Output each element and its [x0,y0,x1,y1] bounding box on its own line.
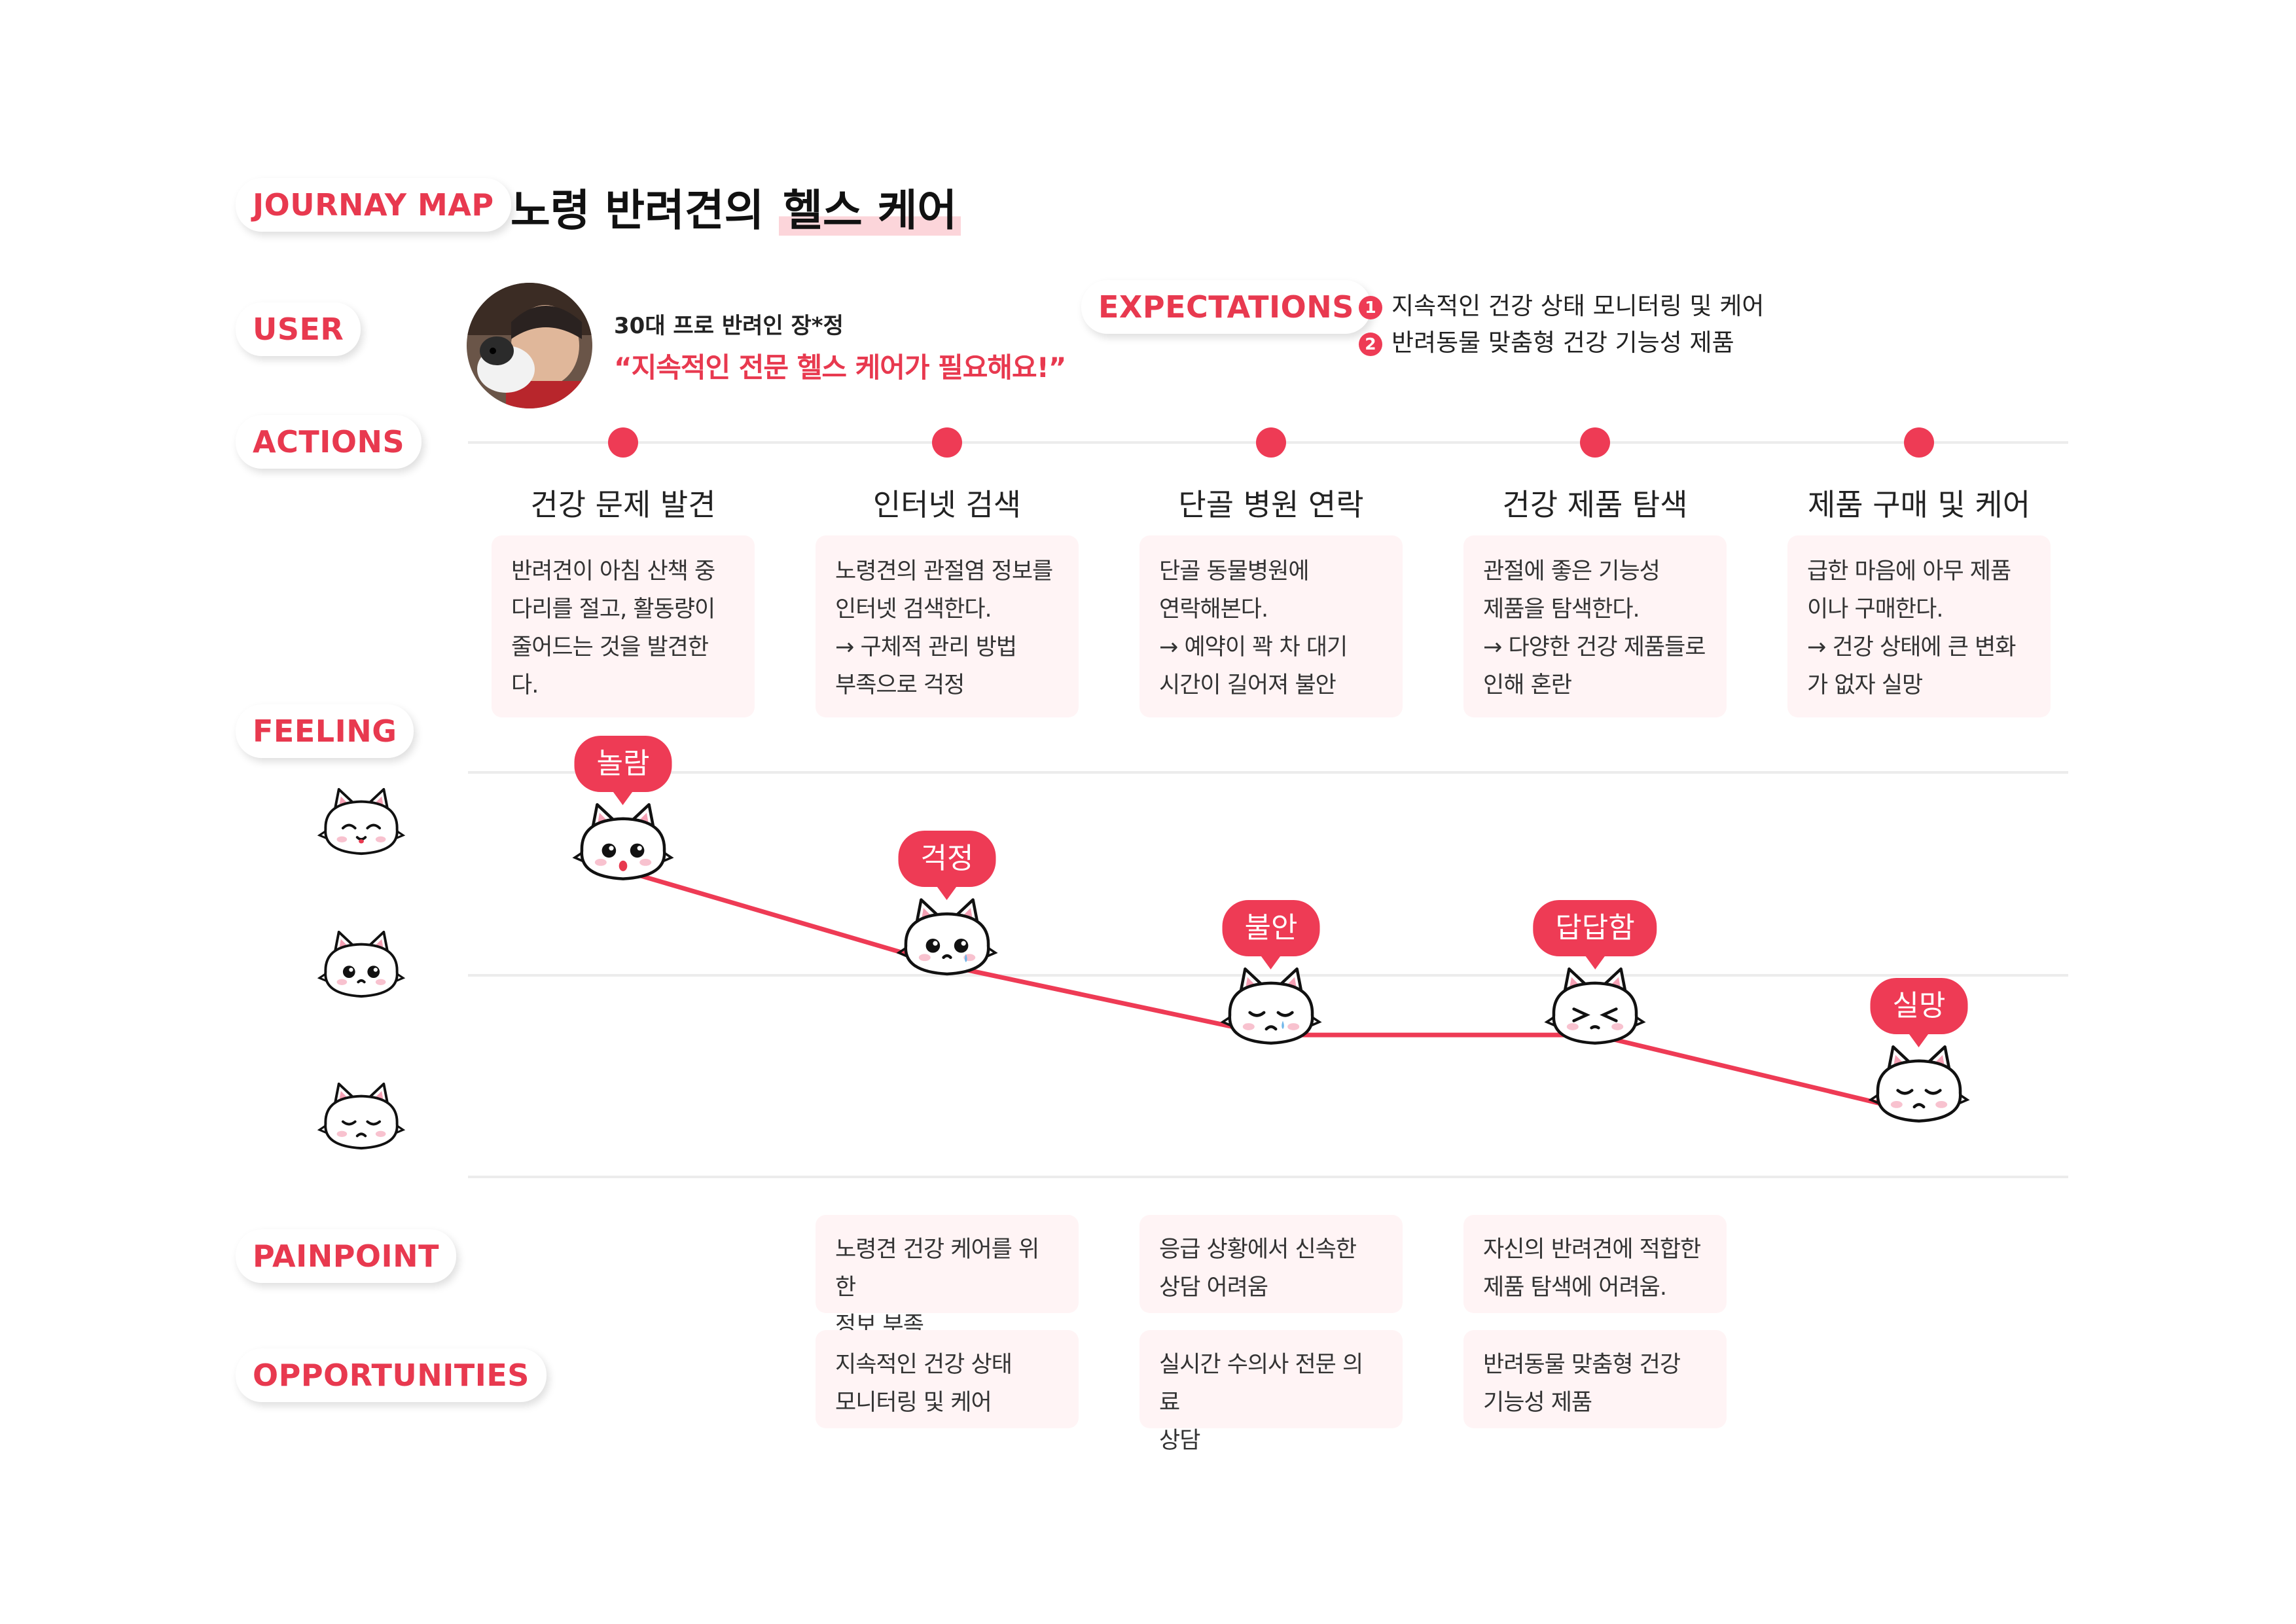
action-dot [1904,427,1934,458]
frustrated-cat-icon [1544,967,1646,1045]
page-title: 노령 반려견의 헬스 케어 [511,175,961,238]
expectation-item: 2 반려동물 맞춤형 건강 기능성 제품 [1359,325,1764,361]
feeling-bubble: 놀람 [574,736,672,805]
action-title: 인터넷 검색 [872,487,1022,522]
painpoint-card: 응급 상황에서 신속한 상담 어려움 [1139,1215,1403,1313]
action-title: 제품 구매 및 케어 [1807,487,2031,522]
action-dot [1256,427,1286,458]
feeling-bubble: 불안 [1222,900,1320,970]
expectations-tag: EXPECTATIONS [1081,280,1371,334]
title-prefix: 노령 반려견의 [511,185,764,236]
feeling-grid-top [468,771,2068,774]
action-card: 반려견이 아침 산책 중 다리를 절고, 활동량이 줄어드는 것을 발견한다. [492,535,755,717]
expectations-list: 1 지속적인 건강 상태 모니터링 및 케어 2 반려동물 맞춤형 건강 기능성 제… [1359,288,1764,361]
user-name: 30대 프로 반려인 장*정 [614,313,844,339]
feeling-bubble: 답답함 [1533,900,1657,970]
legend-happy-cat-icon [317,787,406,856]
anxious-cat-icon [1220,967,1322,1045]
journey-map-tag: JOURNAY MAP [236,178,511,232]
opportunity-card: 실시간 수의사 전문 의료 상담 [1139,1330,1403,1454]
user-avatar [467,283,592,408]
action-card: 관절에 좋은 기능성 제품을 탐색한다. → 다양한 건강 제품들로 인해 혼란 [1463,535,1727,717]
opportunity-card: 반려동물 맞춤형 건강 기능성 제품 [1463,1330,1727,1428]
action-card: 단골 동물병원에 연락해본다. → 예약이 꽉 차 대기 시간이 길어져 불안 [1139,535,1403,717]
action-title: 건강 문제 발견 [530,487,716,522]
user-quote: “지속적인 전문 헬스 케어가 필요해요!” [614,352,1066,384]
action-title: 단골 병원 연락 [1178,487,1364,522]
disappointed-cat-icon [1868,1045,1970,1123]
legend-sad-cat-icon [317,1082,406,1150]
user-tag: USER [236,302,361,356]
feeling-grid-mid [468,974,2068,977]
action-dot [932,427,962,458]
opportunities-tag: OPPORTUNITIES [236,1348,547,1402]
feeling-grid-bottom [468,1176,2068,1178]
expectation-item: 1 지속적인 건강 상태 모니터링 및 케어 [1359,288,1764,325]
painpoint-tag: PAINPOINT [236,1229,457,1283]
surprised-cat-icon [572,803,674,880]
action-title: 건강 제품 탐색 [1502,487,1688,522]
feeling-bubble: 걱정 [898,831,996,901]
feeling-bubble: 실망 [1870,978,1968,1047]
action-card: 노령견의 관절염 정보를 인터넷 검색한다. → 구체적 관리 방법 부족으로 … [816,535,1079,717]
opportunity-card: 지속적인 건강 상태 모니터링 및 케어 [816,1330,1079,1428]
action-card: 급한 마음에 아무 제품 이나 구매한다. → 건강 상태에 큰 변화 가 없자… [1787,535,2051,717]
painpoint-card: 자신의 반려견에 적합한 제품 탐색에 어려움. [1463,1215,1727,1313]
action-dot [608,427,638,458]
actions-tag: ACTIONS [236,415,422,469]
feeling-tag: FEELING [236,704,414,758]
title-highlight: 헬스 케어 [779,185,961,236]
painpoint-card: 노령견 건강 케어를 위한 정보 부족 [816,1215,1079,1339]
action-dot [1580,427,1610,458]
legend-neutral-cat-icon [317,930,406,998]
worried-cat-icon [896,898,998,976]
